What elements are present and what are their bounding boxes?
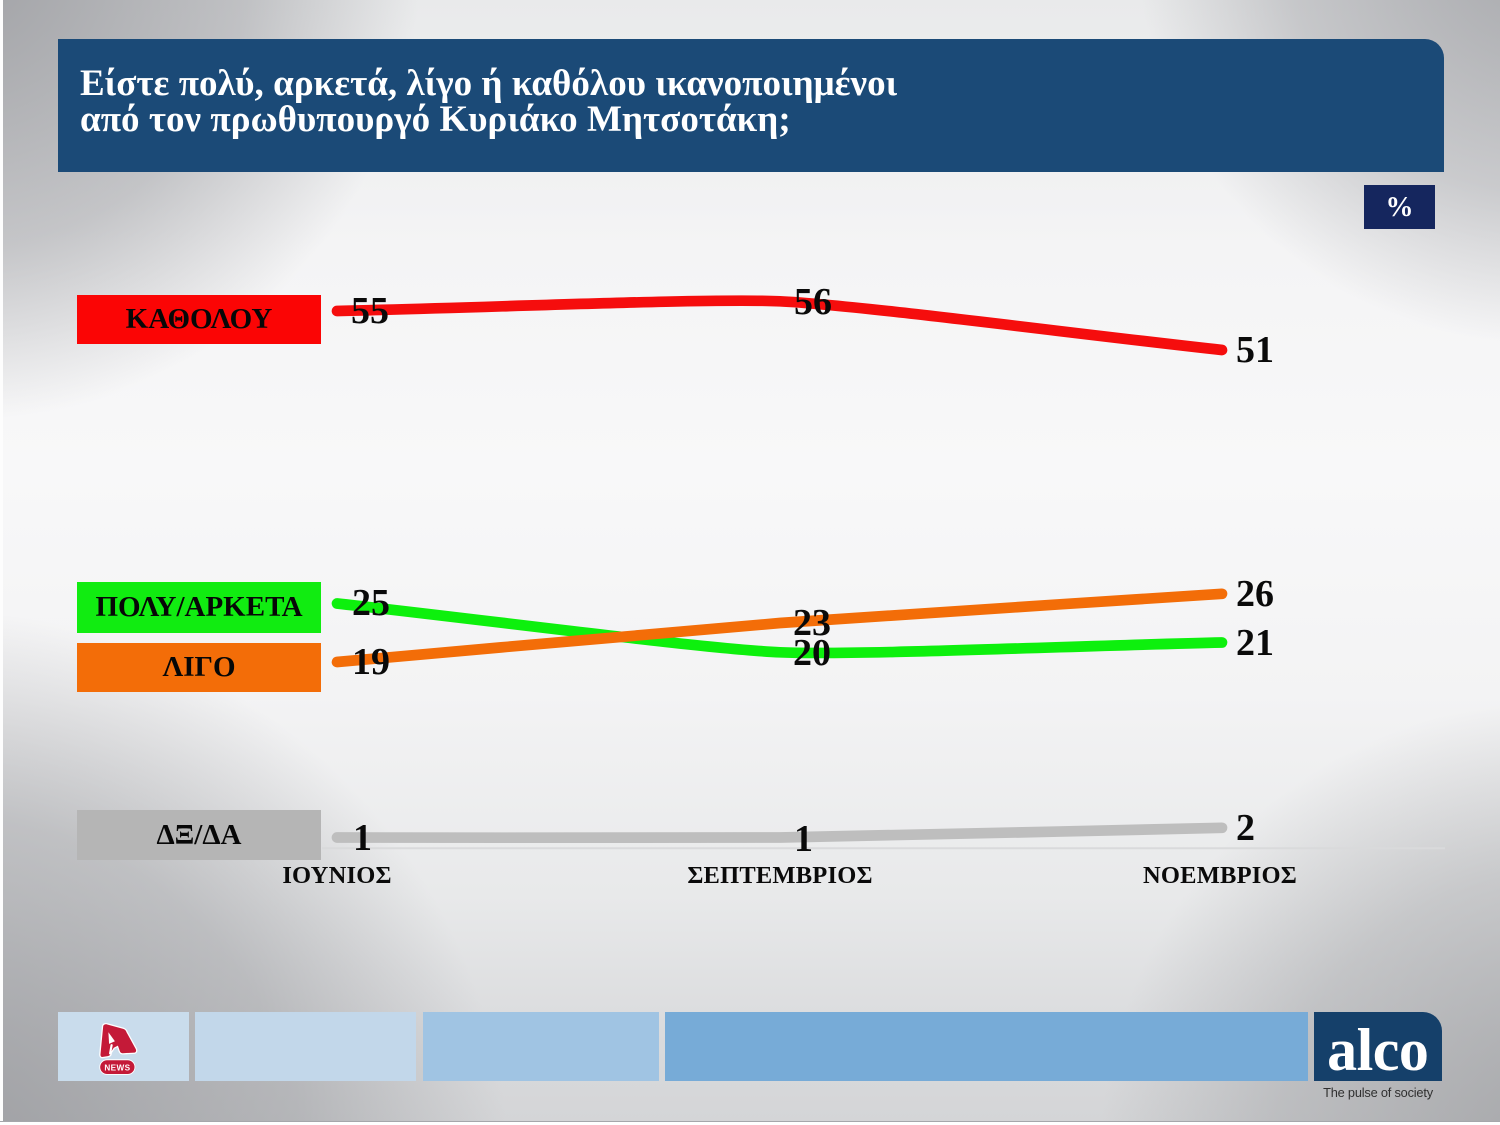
svg-text:NEWS: NEWS <box>104 1063 130 1072</box>
